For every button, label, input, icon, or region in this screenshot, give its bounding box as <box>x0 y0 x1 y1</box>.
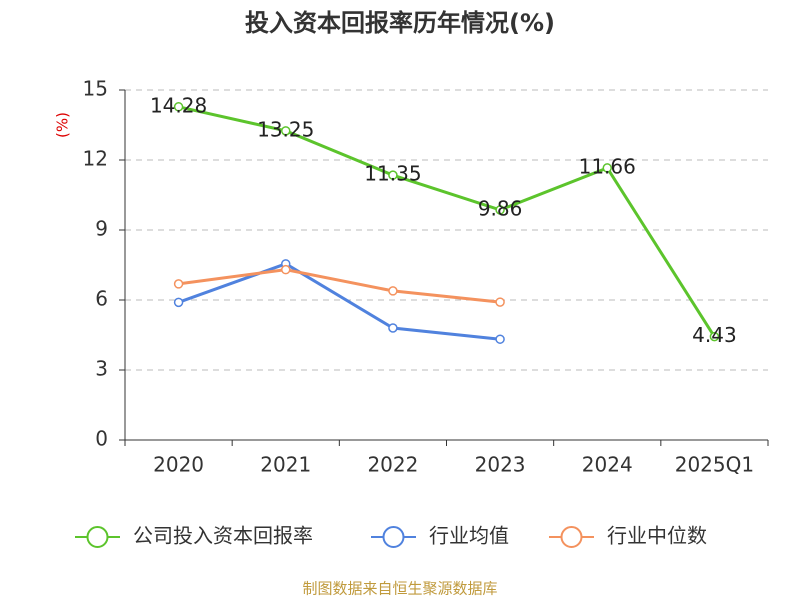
data-label: 9.86 <box>478 196 523 220</box>
data-point <box>495 205 505 215</box>
data-point <box>173 297 184 308</box>
data-point <box>173 102 184 112</box>
y-tick-label: 6 <box>95 287 108 311</box>
y-tick-label: 15 <box>83 77 108 101</box>
x-tick-label: 2021 <box>260 453 311 477</box>
x-tick-label: 2024 <box>582 453 633 477</box>
data-label: 14.28 <box>150 93 207 117</box>
data-point <box>173 279 184 289</box>
data-point <box>388 323 398 333</box>
source-note: 制图数据来自恒生聚源数据库 <box>302 580 497 598</box>
legend-marker <box>560 526 583 548</box>
data-point <box>281 264 291 275</box>
x-tick-label: 2020 <box>153 453 204 477</box>
data-point <box>495 334 505 344</box>
legend-label: 公司投入资本回报率 <box>133 524 313 548</box>
chart-title: 投入资本回报率历年情况(%) <box>245 9 555 37</box>
y-axis-label: (%) <box>54 112 72 138</box>
x-tick-label: 2023 <box>475 453 526 477</box>
data-label: 4.43 <box>692 323 737 347</box>
y-tick-label: 0 <box>95 427 108 451</box>
series-line <box>178 105 716 338</box>
data-label: 13.25 <box>257 117 314 141</box>
x-tick-label: 2022 <box>367 453 418 477</box>
data-label: 11.35 <box>364 162 421 186</box>
data-point <box>281 126 291 136</box>
series-line <box>178 262 501 341</box>
data-point <box>602 163 612 173</box>
data-label: 11.66 <box>579 154 636 178</box>
series-line <box>178 268 501 304</box>
data-point <box>388 170 398 180</box>
y-tick-label: 9 <box>95 217 108 241</box>
data-point <box>495 297 505 307</box>
legend-marker <box>382 526 405 548</box>
y-tick-label: 3 <box>95 357 108 381</box>
x-tick-label: 2025Q1 <box>675 453 754 477</box>
legend-marker <box>86 526 109 548</box>
data-point <box>388 286 398 296</box>
data-point <box>709 331 720 342</box>
legend-label: 行业均值 <box>429 524 509 548</box>
legend-label: 行业中位数 <box>607 524 707 548</box>
y-tick-label: 12 <box>83 147 108 171</box>
